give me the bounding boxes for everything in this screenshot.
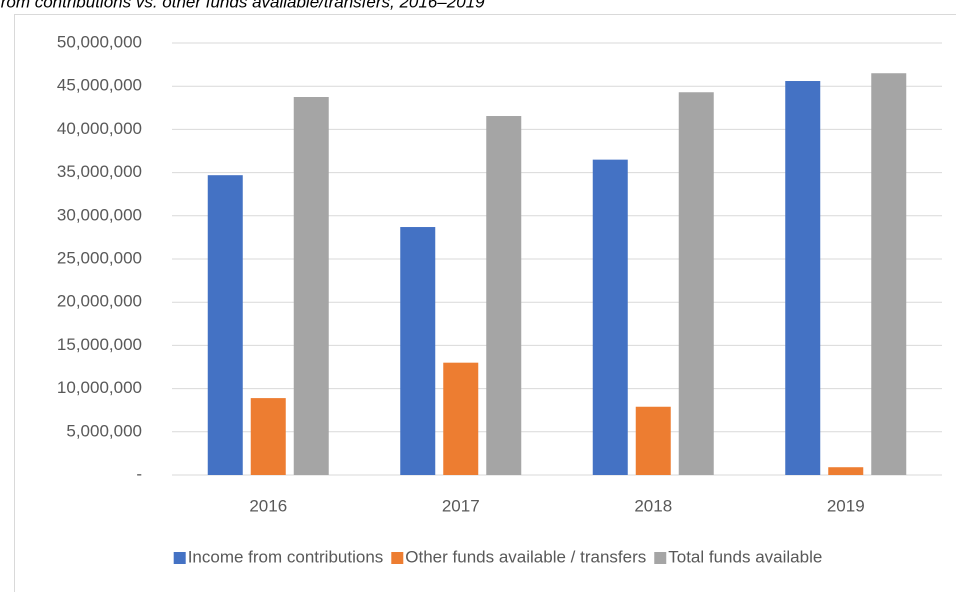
- x-tick-label: 2018: [634, 496, 672, 515]
- y-tick-label: 45,000,000: [57, 76, 142, 95]
- bar: [592, 159, 628, 475]
- x-tick-label: 2017: [442, 496, 480, 515]
- bar: [828, 467, 864, 475]
- y-tick-label: 40,000,000: [57, 119, 142, 138]
- legend-label: Other funds available / transfers: [405, 547, 646, 566]
- y-tick-label: 30,000,000: [57, 205, 142, 224]
- y-tick-label: 20,000,000: [57, 292, 142, 311]
- legend-label: Income from contributions: [188, 547, 384, 566]
- bar: [635, 406, 671, 475]
- y-tick-label: 50,000,000: [57, 32, 142, 51]
- y-tick-label: -: [136, 464, 142, 483]
- bar: [785, 81, 821, 476]
- x-tick-label: 2019: [827, 496, 865, 515]
- legend-swatch: [173, 552, 186, 564]
- y-tick-label: 25,000,000: [57, 248, 142, 267]
- bar: [207, 175, 243, 475]
- bar: [871, 73, 907, 476]
- x-tick-label: 2016: [249, 496, 287, 515]
- bar: [486, 116, 522, 476]
- bar: [400, 227, 436, 475]
- bar: [678, 92, 714, 476]
- bar: [250, 398, 286, 475]
- y-tick-label: 35,000,000: [57, 162, 142, 181]
- chart-title: from contributions vs. other funds avail…: [0, 0, 485, 11]
- y-tick-label: 15,000,000: [57, 335, 142, 354]
- legend-swatch: [654, 552, 667, 564]
- y-tick-label: 5,000,000: [66, 421, 142, 440]
- bar: [293, 97, 329, 475]
- legend-swatch: [391, 552, 404, 564]
- bar: [443, 362, 479, 475]
- legend-label: Total funds available: [668, 547, 822, 566]
- y-tick-label: 10,000,000: [57, 378, 142, 397]
